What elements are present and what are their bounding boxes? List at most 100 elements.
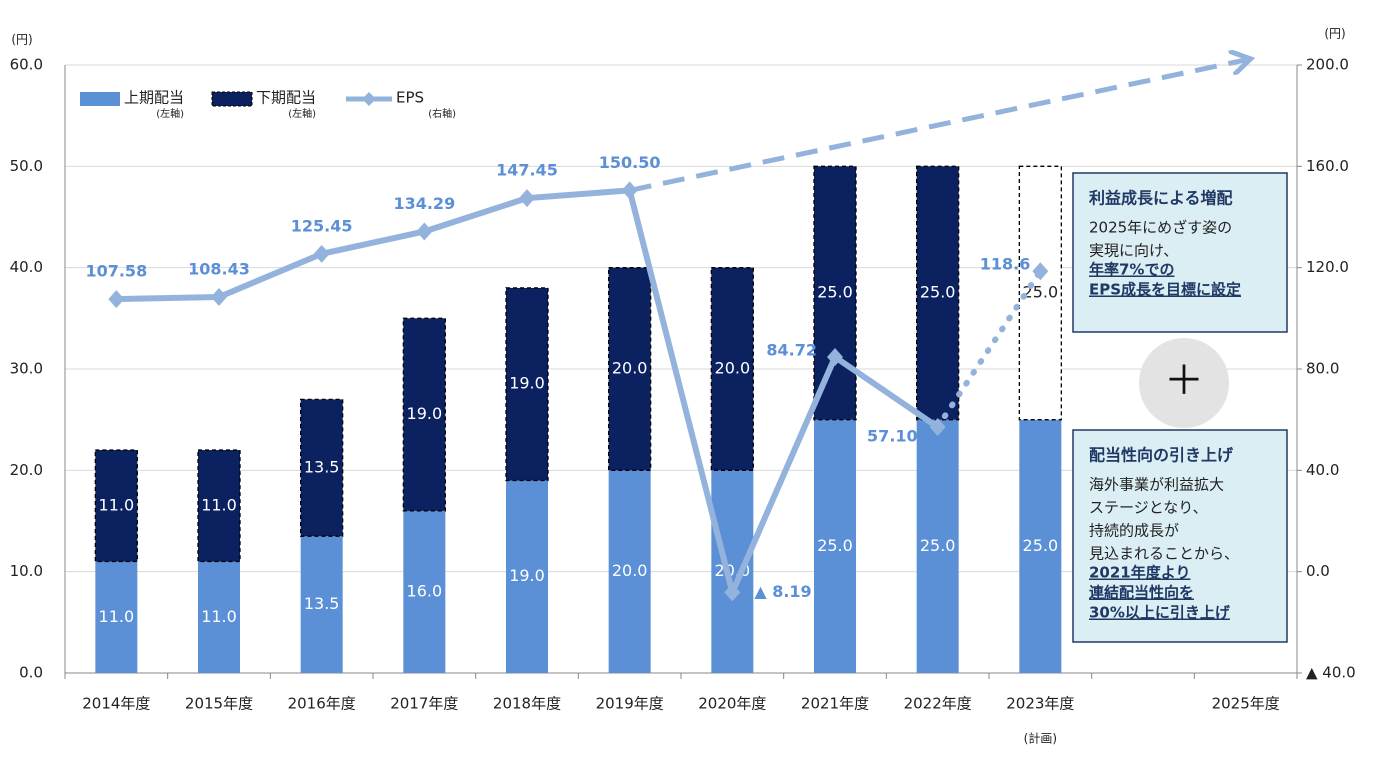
eps-label: 118.6 — [980, 255, 1031, 274]
bar-label: 19.0 — [509, 566, 545, 585]
legend-swatch — [211, 91, 253, 107]
x-tick-label: 2025年度 — [1212, 695, 1280, 713]
x-tick-label: 2022年度 — [904, 695, 972, 713]
y-tick-label: 20.0 — [10, 461, 43, 479]
x-tick-label: 2023年度 — [1006, 695, 1074, 713]
eps-label: 150.50 — [599, 153, 661, 172]
bar-second-half — [402, 317, 446, 512]
bar-label: 19.0 — [407, 404, 443, 423]
bar-label: 11.0 — [99, 495, 135, 514]
x-tick-label: 2017年度 — [390, 695, 458, 713]
x-tick-label: 2020年度 — [698, 695, 766, 713]
bar-second-half — [197, 449, 241, 563]
eps-label: 84.72 — [766, 341, 817, 360]
bar-second-half — [916, 165, 960, 421]
annotation-title: 利益成長による増配 — [1089, 189, 1233, 208]
bar-label: 20.0 — [612, 359, 648, 378]
bar-first-half — [300, 536, 343, 673]
annotation-line: 見込まれることから、 — [1089, 545, 1239, 563]
eps-label: 57.10 — [867, 427, 918, 446]
annotation-line: 海外事業が利益拡大 — [1089, 476, 1224, 494]
bar-first-half — [608, 470, 651, 673]
y-unit: (円) — [11, 33, 32, 47]
bar-second-half — [94, 449, 138, 563]
bar-first-half — [506, 480, 548, 673]
bar-first-half — [814, 419, 856, 673]
bar-label: 11.0 — [99, 607, 135, 626]
category-note: (計画) — [1024, 731, 1057, 746]
bar-second-half — [710, 267, 754, 471]
y-tick-label: 50.0 — [10, 157, 43, 175]
bar-first-half — [403, 510, 446, 673]
bar-label: 16.0 — [407, 581, 443, 600]
y2-unit: (円) — [1324, 27, 1345, 41]
eps-marker — [929, 418, 946, 437]
annotation-box — [1072, 172, 1288, 333]
annotation-line: 2025年にめざす姿の — [1089, 219, 1232, 237]
eps-marker — [621, 181, 638, 200]
eps-plan-line — [934, 268, 1044, 431]
bar-second-half — [505, 287, 549, 482]
x-tick-label: 2021年度 — [801, 695, 869, 713]
bar-label: 25.0 — [817, 536, 853, 555]
bar-second-half — [1018, 165, 1062, 421]
bar-first-half — [711, 470, 754, 673]
y2-tick-label: ▲ 40.0 — [1306, 664, 1356, 682]
bar-second-half — [608, 267, 652, 471]
y2-tick-label: 200.0 — [1306, 56, 1349, 74]
eps-label: 147.45 — [496, 161, 558, 180]
bar-label: 13.5 — [304, 457, 340, 476]
bar-label: 25.0 — [920, 283, 956, 302]
eps-marker — [313, 244, 330, 263]
bar-second-half — [813, 165, 857, 421]
annotation-bold: 連結配当性向を — [1089, 584, 1194, 602]
bar-label: 11.0 — [201, 607, 237, 626]
annotation-line: 持続的成長が — [1089, 522, 1179, 540]
annotation-bold: 2021年度より — [1089, 564, 1190, 582]
legend-swatch — [362, 92, 376, 106]
bar-label: 25.0 — [920, 536, 956, 555]
legend-note: (右軸) — [428, 107, 456, 120]
y2-tick-label: 120.0 — [1306, 258, 1349, 276]
legend-label: 下期配当 — [256, 89, 316, 107]
bar-first-half — [916, 419, 959, 673]
bar-first-half — [1019, 419, 1062, 673]
legend-label: 上期配当 — [124, 89, 184, 107]
bar-label: 19.0 — [509, 374, 545, 393]
legend-note: (左軸) — [156, 107, 184, 120]
y2-tick-label: 160.0 — [1306, 157, 1349, 175]
legend-swatch — [80, 92, 120, 106]
legend-label: EPS — [396, 89, 424, 107]
y-tick-label: 10.0 — [10, 562, 43, 580]
eps-label: 125.45 — [291, 216, 353, 235]
eps-marker — [211, 287, 227, 306]
eps-label: 108.43 — [188, 259, 250, 278]
annotation-line: ステージとなり、 — [1089, 499, 1208, 517]
annotation-bold: EPS成長を目標に設定 — [1089, 281, 1241, 299]
legend-note: (左軸) — [288, 107, 316, 120]
y2-tick-label: 0.0 — [1306, 562, 1330, 580]
bar-label: 20.0 — [612, 561, 648, 580]
x-tick-label: 2015年度 — [185, 695, 253, 713]
x-tick-label: 2014年度 — [82, 695, 150, 713]
y-tick-label: 30.0 — [10, 360, 43, 378]
annotation-line: 実現に向け、 — [1089, 242, 1178, 260]
eps-marker — [416, 222, 433, 241]
y-tick-label: 60.0 — [10, 56, 43, 74]
y-tick-label: 40.0 — [10, 258, 43, 276]
bar-first-half — [198, 561, 240, 673]
plus-circle — [1139, 338, 1229, 428]
annotation-bold: 年率7%での — [1089, 261, 1174, 279]
bar-label: 11.0 — [201, 495, 237, 514]
bar-label: 13.5 — [304, 594, 340, 613]
eps-marker — [1032, 262, 1049, 281]
bar-second-half — [300, 398, 344, 537]
eps-label: 134.29 — [393, 194, 455, 213]
y2-tick-label: 80.0 — [1306, 360, 1339, 378]
eps-marker — [108, 290, 125, 309]
bar-label: 20.0 — [715, 359, 751, 378]
eps-marker — [519, 189, 535, 208]
plus-sign: ＋ — [1164, 358, 1204, 404]
annotation-bold: 30%以上に引き上げ — [1089, 604, 1231, 622]
